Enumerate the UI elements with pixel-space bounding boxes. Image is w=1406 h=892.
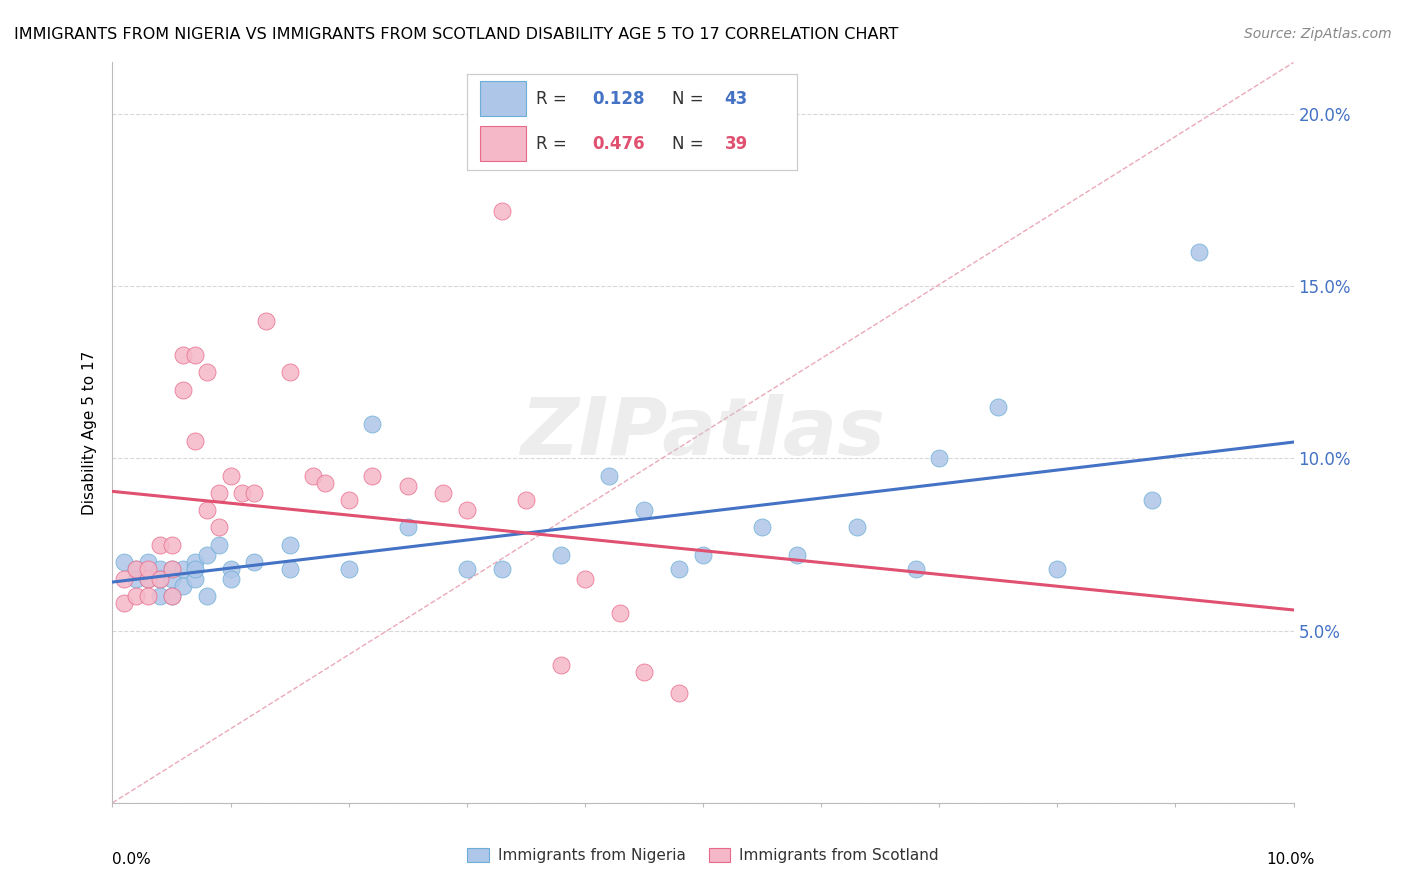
Point (136, 561, 159, 575)
Point (668, 685, 690, 699)
Point (149, 572, 172, 586)
Point (136, 572, 159, 586)
Point (432, 486, 454, 500)
Point (112, 596, 135, 610)
Point (1046, 561, 1069, 575)
Point (692, 548, 714, 562)
Point (160, 561, 183, 575)
Point (598, 468, 620, 483)
Point (243, 486, 266, 500)
Point (149, 561, 172, 575)
Text: ZIPatlas: ZIPatlas (520, 393, 886, 472)
Point (550, 658, 572, 673)
Point (149, 537, 172, 551)
Point (125, 572, 148, 586)
Text: Source: ZipAtlas.com: Source: ZipAtlas.com (1244, 27, 1392, 41)
Point (515, 492, 537, 507)
Point (609, 607, 631, 621)
Point (751, 520, 773, 534)
Point (112, 555, 135, 569)
Point (208, 520, 231, 534)
Point (160, 589, 183, 603)
Point (125, 561, 148, 575)
Point (184, 434, 207, 449)
Point (456, 561, 478, 575)
Point (195, 589, 218, 603)
Text: IMMIGRANTS FROM NIGERIA VS IMMIGRANTS FROM SCOTLAND DISABILITY AGE 5 TO 17 CORRE: IMMIGRANTS FROM NIGERIA VS IMMIGRANTS FR… (14, 27, 898, 42)
Point (550, 548, 572, 562)
Point (491, 561, 513, 575)
Point (231, 486, 253, 500)
Point (172, 383, 194, 397)
Point (172, 561, 194, 575)
Point (302, 468, 325, 483)
Point (219, 561, 242, 575)
Point (396, 479, 419, 493)
Point (786, 548, 808, 562)
Point (254, 314, 277, 328)
Point (278, 561, 301, 575)
Point (491, 203, 513, 218)
Point (184, 572, 207, 586)
Text: 10.0%: 10.0% (1267, 852, 1315, 867)
Point (208, 537, 231, 551)
Point (278, 365, 301, 379)
Point (160, 537, 183, 551)
Point (633, 503, 655, 517)
Point (149, 589, 172, 603)
Point (172, 348, 194, 362)
Point (160, 572, 183, 586)
Point (125, 589, 148, 603)
Point (125, 561, 148, 575)
Point (396, 520, 419, 534)
Point (172, 579, 194, 593)
Legend: Immigrants from Nigeria, Immigrants from Scotland: Immigrants from Nigeria, Immigrants from… (461, 842, 945, 869)
Point (633, 665, 655, 679)
Point (361, 468, 384, 483)
Point (160, 561, 183, 575)
Point (987, 400, 1010, 414)
Point (219, 468, 242, 483)
Point (456, 503, 478, 517)
Point (337, 561, 360, 575)
Point (845, 520, 868, 534)
Point (136, 555, 159, 569)
Y-axis label: Disability Age 5 to 17: Disability Age 5 to 17 (82, 351, 97, 515)
Point (928, 451, 950, 466)
Point (1188, 244, 1211, 259)
Point (136, 572, 159, 586)
Point (195, 503, 218, 517)
Point (195, 548, 218, 562)
Point (149, 572, 172, 586)
Point (184, 555, 207, 569)
Point (112, 572, 135, 586)
Point (184, 348, 207, 362)
Point (337, 492, 360, 507)
Point (278, 537, 301, 551)
Point (208, 486, 231, 500)
Point (574, 572, 596, 586)
Point (1140, 492, 1163, 507)
Point (136, 589, 159, 603)
Point (668, 561, 690, 575)
Point (243, 555, 266, 569)
Point (184, 561, 207, 575)
Point (160, 589, 183, 603)
Point (314, 475, 336, 490)
Point (361, 417, 384, 431)
Point (195, 365, 218, 379)
Point (219, 572, 242, 586)
Point (904, 561, 927, 575)
Text: 0.0%: 0.0% (112, 852, 152, 867)
